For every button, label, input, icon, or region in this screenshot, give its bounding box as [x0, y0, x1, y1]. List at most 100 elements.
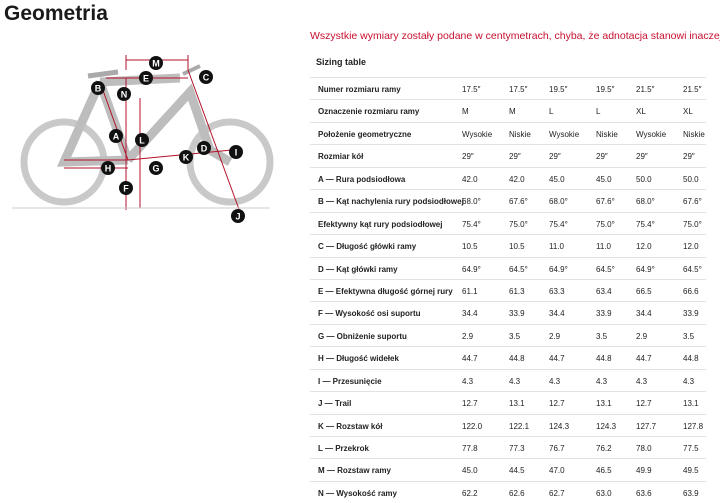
- cell-value: 64.5°: [596, 264, 615, 274]
- cell-value: Wysokie: [636, 129, 667, 139]
- marker-badge: [109, 129, 123, 143]
- cell-value: XL: [636, 107, 646, 117]
- row-label: Rozmiar kół: [318, 152, 364, 162]
- cell-value: 66.6: [683, 286, 699, 296]
- marker-letter: G: [152, 164, 159, 174]
- table-row: G — Obniżenie suportu 2.9 3.5 2.9 3.5 2.9 3.5: [310, 323, 706, 346]
- cell-value: 12.7: [636, 399, 652, 409]
- cell-value: 29″: [462, 152, 474, 162]
- cell-value: 68.0°: [636, 197, 655, 207]
- marker-letter: E: [143, 74, 149, 84]
- cell-value: 50.0: [683, 174, 699, 184]
- cell-value: 3.5: [596, 331, 608, 341]
- table-row: Położenie geometryczne Wysokie Niskie Wysok…: [310, 121, 706, 144]
- row-label: Efektywny kąt rury podsiodłowej: [318, 219, 443, 229]
- cell-value: 10.5: [509, 242, 525, 252]
- cell-value: 122.1: [509, 421, 530, 431]
- cell-value: 67.6°: [683, 197, 702, 207]
- cell-value: 17.5″: [462, 85, 481, 94]
- cell-value: 64.9°: [549, 264, 568, 274]
- table-row: E — Efektywna długość górnej rury 61.1 61.…: [310, 278, 706, 301]
- cell-value: 77.8: [462, 444, 478, 453]
- marker-badge: [197, 141, 211, 155]
- cell-value: 4.3: [636, 376, 648, 386]
- marker-letter: D: [201, 144, 208, 154]
- cell-value: XL: [683, 107, 693, 117]
- cell-value: Niskie: [683, 129, 705, 139]
- marker-badge: [229, 145, 243, 159]
- marker-letter: H: [105, 164, 112, 174]
- cell-value: 19.5″: [596, 85, 615, 94]
- table-row: J — Trail 12.7 13.1 12.7 13.1 12.7 13.1: [310, 391, 706, 413]
- table-row: M — Rozstaw ramy 45.0 44.5 47.0 46.5 49.9 49.5: [310, 458, 706, 480]
- sizing-table: Numer rozmiaru ramy 17.5″ 17.5″ 19.5″ 19.5″ 2…: [310, 77, 706, 503]
- marker-letter: A: [113, 132, 120, 142]
- cell-value: 77.5: [683, 444, 699, 453]
- marker-badge: [135, 133, 149, 147]
- cell-value: 61.1: [462, 286, 478, 296]
- row-label: N — Wysokość ramy: [318, 488, 397, 498]
- cell-value: 78.0: [636, 444, 652, 453]
- cell-value: 13.1: [509, 399, 525, 409]
- cell-value: 17.5″: [509, 85, 528, 94]
- cell-value: 34.4: [549, 309, 565, 319]
- marker-badge: [139, 71, 153, 85]
- cell-value: 75.4°: [549, 219, 568, 229]
- cell-value: 45.0: [462, 466, 478, 476]
- cell-value: 3.5: [509, 331, 521, 341]
- row-label: Oznaczenie rozmiaru ramy: [318, 107, 420, 117]
- cell-value: 33.9: [596, 309, 612, 319]
- marker-letter: N: [121, 90, 128, 100]
- cell-value: 62.6: [509, 488, 525, 498]
- marker-badge: [199, 70, 213, 84]
- cell-value: Wysokie: [549, 129, 580, 139]
- row-label: F — Wysokość osi suportu: [318, 309, 421, 319]
- table-row: K — Rozstaw kół 122.0 122.1 124.3 124.3 127.7…: [310, 413, 706, 436]
- marker-letter: F: [123, 184, 129, 194]
- cell-value: 4.3: [596, 376, 608, 386]
- cell-value: 21.5″: [683, 85, 702, 94]
- cell-value: Niskie: [509, 129, 531, 139]
- cell-value: 64.5°: [683, 264, 702, 274]
- cell-value: M: [509, 107, 516, 117]
- cell-value: 13.1: [683, 399, 699, 409]
- cell-value: 4.3: [549, 376, 561, 386]
- cell-value: 45.0: [549, 174, 565, 184]
- cell-value: 21.5″: [636, 85, 655, 94]
- cell-value: 68.0°: [462, 197, 481, 207]
- cell-value: 2.9: [636, 331, 648, 341]
- row-label: J — Trail: [318, 399, 352, 409]
- cell-value: 11.0: [596, 242, 611, 252]
- cell-value: 2.9: [549, 331, 561, 341]
- row-label: M — Rozstaw ramy: [318, 466, 391, 476]
- table-row: B — Kąt nachylenia rury podsiodłowej 68.0…: [310, 189, 706, 211]
- marker-letter: M: [152, 59, 160, 69]
- cell-value: 64.5°: [509, 264, 528, 274]
- cell-value: 67.6°: [509, 197, 528, 207]
- table-row: F — Wysokość osi suportu 34.4 33.9 34.4 33.9…: [310, 301, 706, 323]
- cell-value: 63.4: [596, 286, 612, 296]
- table-row: Oznaczenie rozmiaru ramy M M L L XL XL: [310, 99, 706, 121]
- cell-value: 49.9: [636, 466, 652, 476]
- row-label: D — Kąt główki ramy: [318, 264, 398, 274]
- cell-value: 63.3: [549, 286, 565, 296]
- cell-value: 11.0: [549, 242, 564, 252]
- cell-value: 127.8: [683, 421, 704, 431]
- row-label: H — Długość widełek: [318, 354, 399, 364]
- table-row: N — Wysokość ramy 62.2 62.6 62.7 63.0 63.6 63.…: [310, 480, 706, 503]
- marker-badge: [179, 150, 193, 164]
- cell-value: 4.3: [462, 376, 474, 386]
- row-label: G — Obniżenie suportu: [318, 331, 407, 341]
- dimension-markers: ME C B N A L H G F K D I J: [91, 56, 245, 223]
- cell-value: L: [596, 107, 601, 117]
- cell-value: 63.6: [636, 488, 652, 498]
- cell-value: 4.3: [683, 376, 695, 386]
- cell-value: 49.5: [683, 466, 699, 476]
- table-row: I — Przesunięcie 4.3 4.3 4.3 4.3 4.3 4.3: [310, 368, 706, 391]
- cell-value: 4.3: [509, 376, 521, 386]
- cell-value: 33.9: [683, 309, 699, 319]
- cell-value: 29″: [683, 152, 695, 162]
- marker-badge: [149, 161, 163, 175]
- marker-badge: [117, 87, 131, 101]
- page: {"header": {"title": "Geometria", "note"…: [4, 2, 720, 498]
